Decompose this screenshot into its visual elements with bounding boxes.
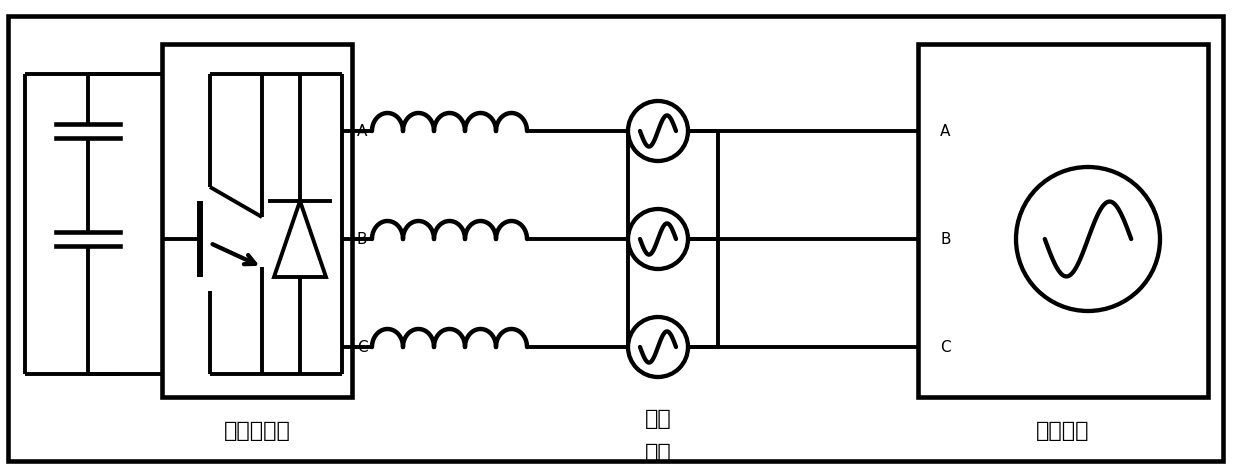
Bar: [918, 44, 1208, 397]
Text: A: A: [940, 123, 950, 138]
Text: A: A: [357, 123, 368, 138]
Text: 主电路模型: 主电路模型: [223, 421, 290, 441]
Text: B: B: [940, 232, 950, 247]
Text: C: C: [940, 340, 950, 355]
Bar: [162, 44, 352, 397]
Text: C: C: [357, 340, 368, 355]
Text: 扚动: 扚动: [644, 409, 672, 429]
Text: B: B: [357, 232, 368, 247]
Text: 电网模型: 电网模型: [1036, 421, 1090, 441]
Text: 电压: 电压: [644, 443, 672, 463]
